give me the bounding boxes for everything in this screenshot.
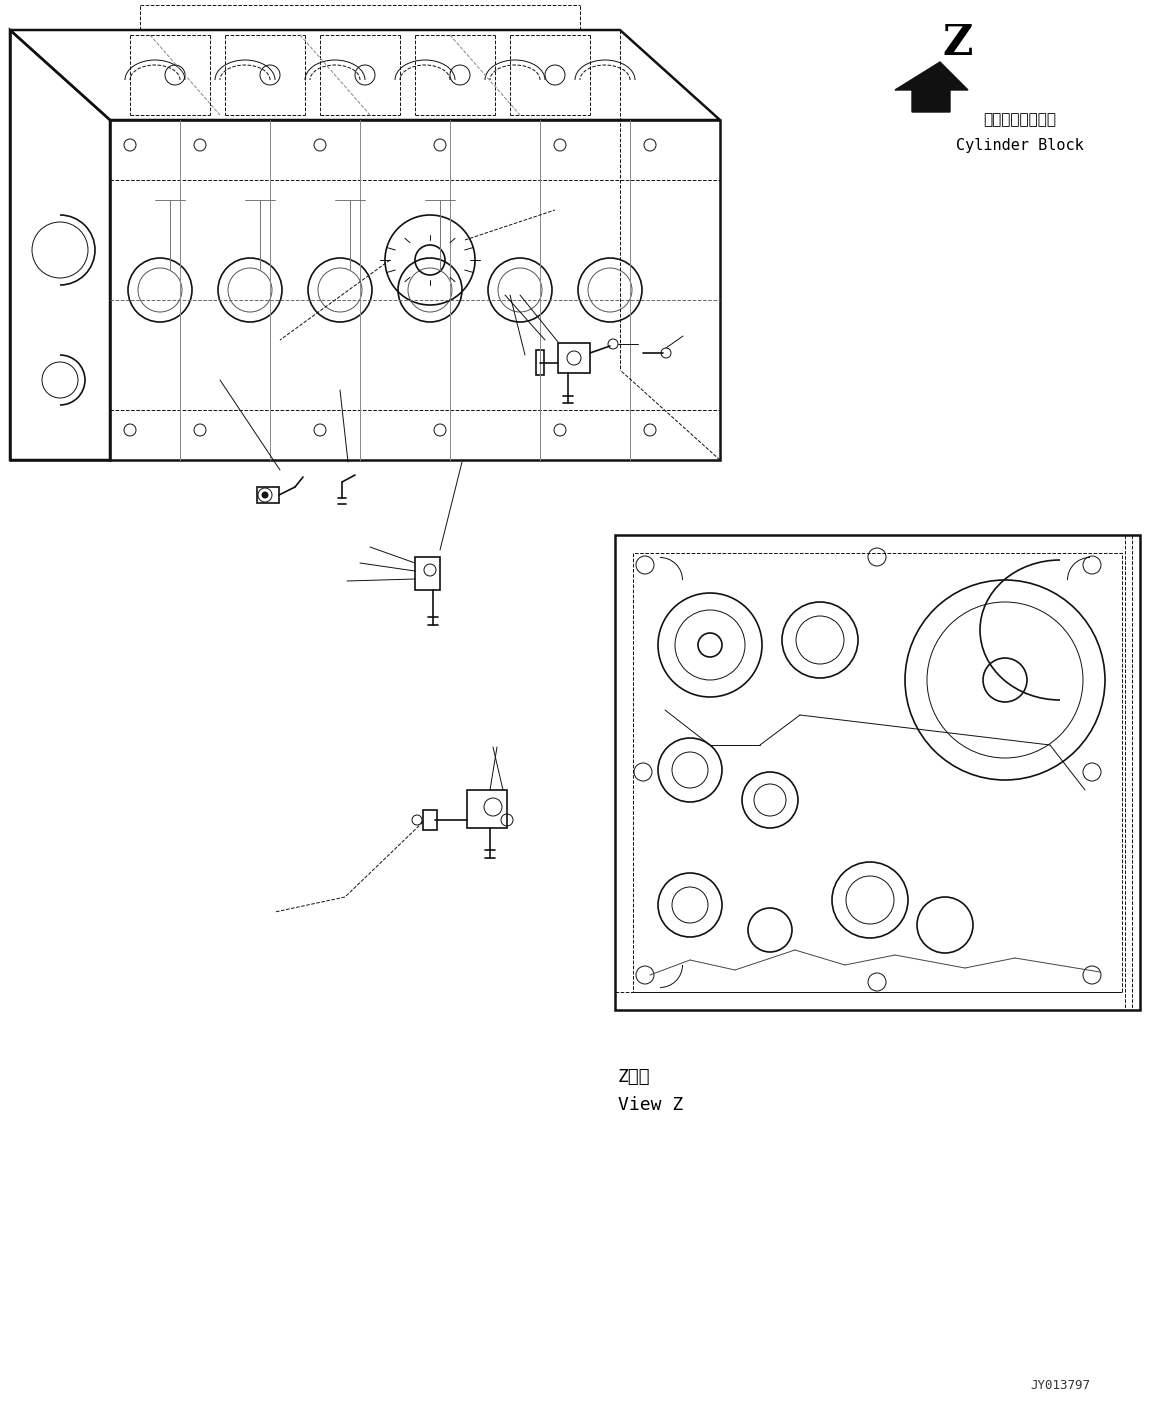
Text: Z: Z (943, 23, 973, 64)
Text: Z　視: Z 視 (618, 1067, 650, 1086)
Text: JY013797: JY013797 (1030, 1380, 1090, 1392)
Bar (257, 487, 279, 503)
Polygon shape (558, 343, 590, 373)
Bar (633, 554, 1122, 993)
Bar (468, 789, 507, 827)
Circle shape (262, 491, 267, 498)
Bar (536, 350, 544, 376)
Text: Cylinder Block: Cylinder Block (956, 138, 1084, 152)
Bar (615, 535, 1140, 1010)
Text: シリンダブロック: シリンダブロック (984, 112, 1056, 127)
Text: View Z: View Z (618, 1096, 683, 1114)
Bar (415, 556, 440, 590)
Bar (423, 810, 437, 830)
Polygon shape (896, 62, 968, 112)
